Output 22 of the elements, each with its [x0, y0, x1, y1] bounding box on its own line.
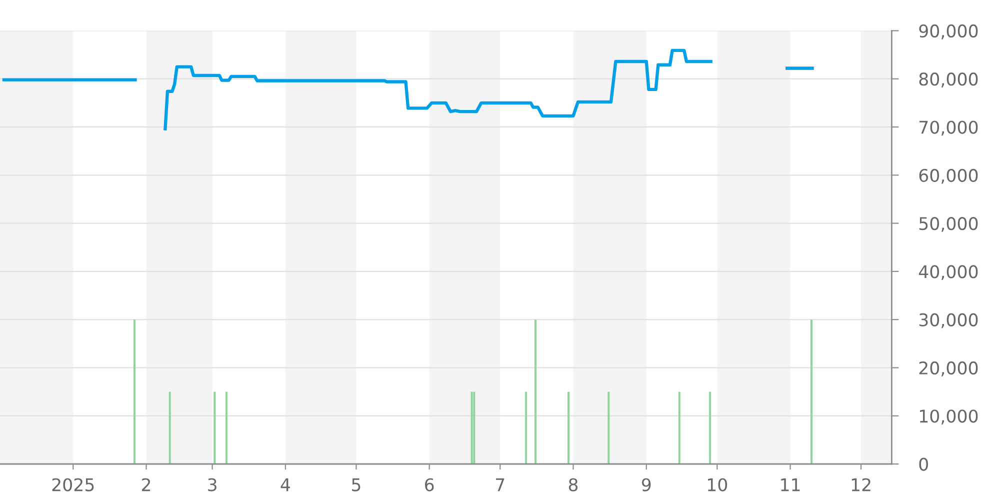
y-tick-label: 70,000: [920, 120, 978, 136]
y-tick-label: 30,000: [919, 313, 978, 328]
y-tick-label: 0: [919, 458, 928, 471]
x-tick-label: 3: [208, 478, 216, 492]
y-tick-label: 20,000: [919, 361, 978, 376]
x-tick-label: 5: [352, 478, 360, 492]
y-tick-label: 50,000: [919, 216, 978, 232]
x-tick-label: 10: [708, 478, 728, 492]
y-tick-label: 80,000: [919, 72, 978, 88]
y-tick-label: 90,000: [919, 24, 978, 40]
x-tick-label: 12: [852, 478, 870, 492]
x-tick-label: 2025: [52, 478, 94, 492]
x-tick-label: 11: [781, 478, 800, 492]
y-tick-label: 40,000: [918, 265, 978, 280]
x-tick-label: 2: [142, 478, 150, 492]
x-tick-label: 7: [496, 478, 504, 492]
x-tick-label: 6: [425, 478, 434, 492]
x-tick-label: 8: [568, 478, 578, 492]
y-tick-label: 10,000: [920, 410, 978, 424]
x-tick-label: 9: [642, 478, 651, 492]
x-tick-label: 4: [280, 478, 290, 492]
y-tick-label: 60,000: [919, 168, 978, 184]
